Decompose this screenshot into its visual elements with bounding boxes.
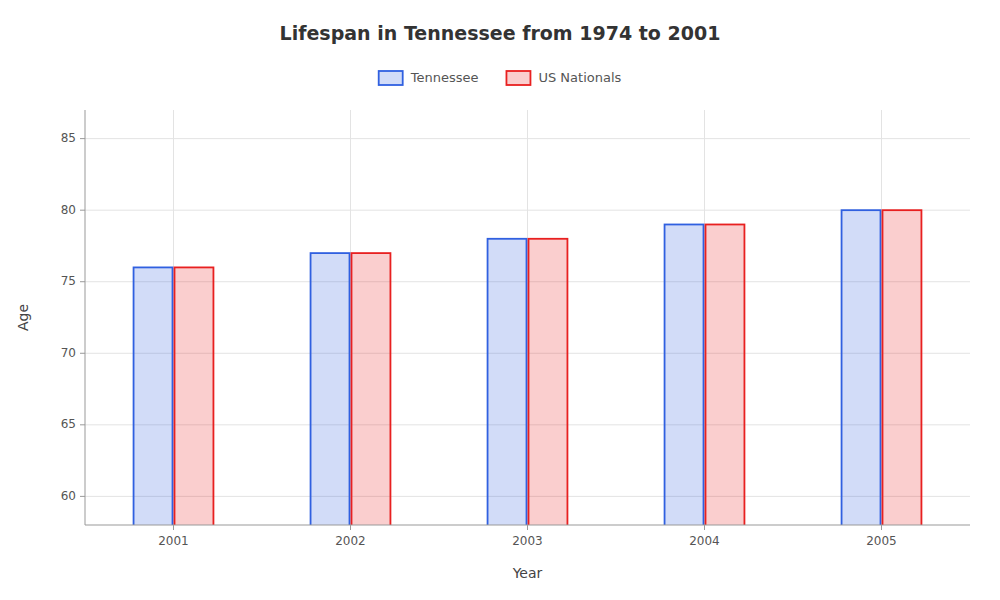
x-tick	[704, 525, 705, 530]
y-tick-label: 80	[61, 203, 76, 217]
x-tick	[350, 525, 351, 530]
y-tick-label: 70	[61, 346, 76, 360]
y-tick	[80, 138, 85, 139]
y-tick-label: 65	[61, 417, 76, 431]
x-tick-label: 2001	[158, 534, 189, 548]
legend-label: Tennessee	[410, 70, 479, 85]
x-tick-label: 2005	[866, 534, 897, 548]
chart-svg: 60 65 70 75 80 85 2001 2002 2003 2004 2005 Year Age L…	[0, 0, 1000, 600]
x-axis-label: Year	[512, 565, 543, 581]
legend-swatch	[379, 71, 403, 85]
bar	[706, 224, 745, 525]
y-tick-label: 75	[61, 274, 76, 288]
legend-item: US Nationals	[506, 70, 621, 86]
y-tick	[80, 424, 85, 425]
x-tick	[173, 525, 174, 530]
y-axis-line	[85, 110, 86, 525]
legend: Tennessee US Nationals	[379, 70, 622, 86]
legend-swatch	[506, 71, 530, 85]
y-tick	[80, 210, 85, 211]
title: Lifespan in Tennessee from 1974 to 2001	[280, 22, 721, 44]
y-tick	[80, 281, 85, 282]
legend-item: Tennessee	[379, 70, 479, 86]
bar	[842, 210, 881, 525]
y-tick-label: 85	[61, 131, 76, 145]
bar	[665, 224, 704, 525]
grid	[85, 110, 970, 525]
bar	[175, 267, 214, 525]
x-tick-label: 2004	[689, 534, 720, 548]
x-tick-label: 2003	[512, 534, 543, 548]
axes: 60 65 70 75 80 85 2001 2002 2003 2004 2005	[61, 110, 970, 548]
legend-label: US Nationals	[538, 70, 621, 85]
bar	[883, 210, 922, 525]
y-tick	[80, 496, 85, 497]
bar	[311, 253, 350, 525]
bar	[134, 267, 173, 525]
bar	[352, 253, 391, 525]
chart-container: 60 65 70 75 80 85 2001 2002 2003 2004 2005 Year Age L…	[0, 0, 1000, 600]
y-tick	[80, 353, 85, 354]
y-axis-label: Age	[15, 304, 31, 331]
bars	[134, 210, 922, 525]
bar	[488, 239, 527, 525]
x-tick-label: 2002	[335, 534, 366, 548]
x-tick	[881, 525, 882, 530]
y-tick-label: 60	[61, 489, 76, 503]
x-tick	[527, 525, 528, 530]
bar	[529, 239, 568, 525]
